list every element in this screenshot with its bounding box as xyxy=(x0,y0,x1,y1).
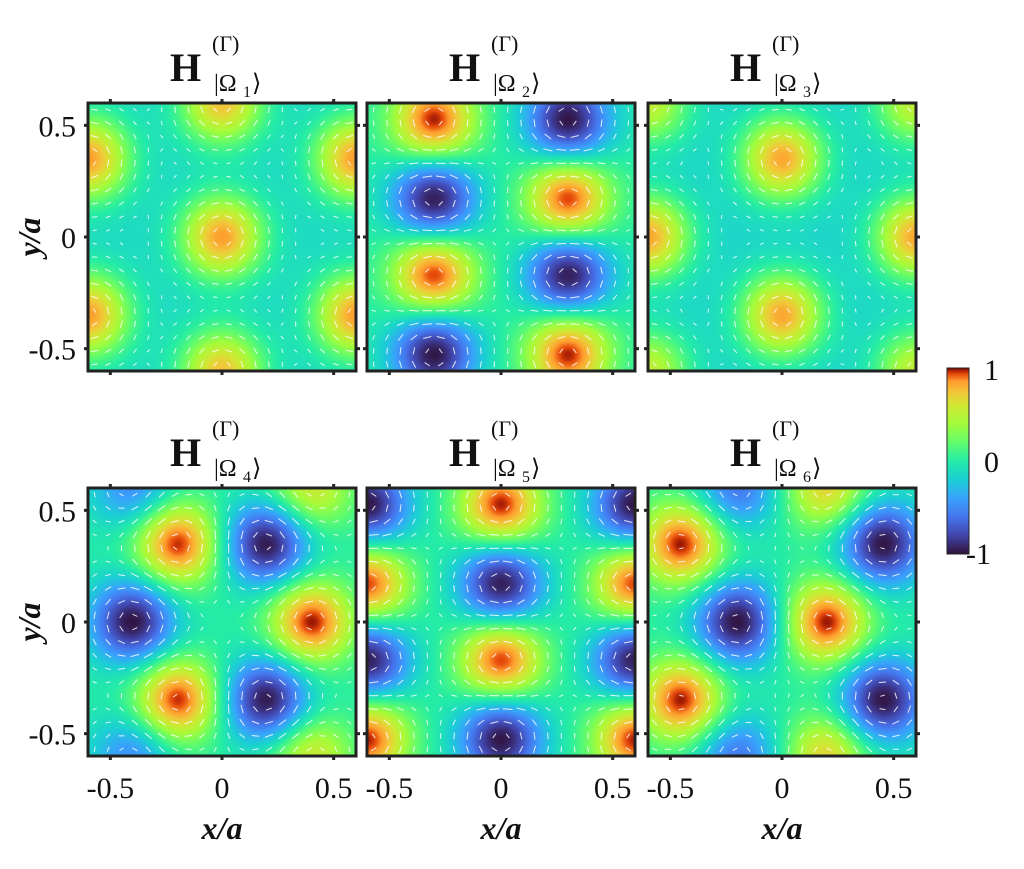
title-subscript: |Ω xyxy=(774,456,797,482)
panels-layer: H(Γ)|Ω 1 ⟩ H(Γ)|Ω 2 ⟩ H(Γ)|Ω 3 ⟩H(Γ)|Ω 4 ⟩ H(Γ)|Ω 5 ⟩… xyxy=(84,31,920,760)
title-symbol: H xyxy=(449,430,480,475)
field-vectors xyxy=(92,491,352,753)
y-tick-label: -0.5 xyxy=(29,334,77,367)
heatmap-image xyxy=(367,488,635,756)
field-panel-6: H (Γ) |Ω 6 ⟩ xyxy=(644,416,920,760)
field-vectors xyxy=(651,490,913,754)
title-symbol: H xyxy=(170,45,201,90)
title-subscript-close: ⟩ xyxy=(531,456,540,482)
colorbar-gradient xyxy=(946,367,970,555)
x-tick-label: 0.5 xyxy=(315,772,353,805)
title-subscript: |Ω xyxy=(493,71,516,97)
title-subscript: |Ω xyxy=(493,456,516,482)
colorbar: 1 0 -1 xyxy=(946,354,999,571)
x-tick-label: 0.5 xyxy=(875,772,913,805)
y-tick-label: 0 xyxy=(61,222,76,255)
y-axis-label: y/a xyxy=(11,602,47,645)
x-tick-label: -0.5 xyxy=(366,772,414,805)
panel-title: H (Γ) |Ω 1 ⟩ xyxy=(170,31,261,101)
field-vectors xyxy=(650,106,914,368)
title-subscript-close: ⟩ xyxy=(252,456,261,482)
y-tick-label: -0.5 xyxy=(29,719,77,752)
panel-title: H (Γ) |Ω 5 ⟩ xyxy=(449,416,540,486)
title-superscript: (Γ) xyxy=(772,31,799,56)
colorbar-tick-label: 0 xyxy=(984,446,999,479)
title-subscript-close: ⟩ xyxy=(531,71,540,97)
heatmap-image xyxy=(88,103,356,371)
title-subscript-close: ⟩ xyxy=(812,456,821,482)
title-superscript: (Γ) xyxy=(772,416,799,441)
title-subscript-index: 5 xyxy=(522,469,530,486)
field-panel-3: H (Γ) |Ω 3 ⟩ xyxy=(644,31,920,375)
title-subscript: |Ω xyxy=(214,456,237,482)
title-symbol: H xyxy=(449,45,480,90)
field-panel-1: H (Γ) |Ω 1 ⟩ xyxy=(84,31,360,375)
title-subscript-index: 6 xyxy=(803,469,811,486)
panel-title: H (Γ) |Ω 4 ⟩ xyxy=(170,416,261,486)
field-vectors xyxy=(371,105,631,369)
x-axis-label: x/a xyxy=(201,810,243,846)
title-superscript: (Γ) xyxy=(491,31,518,56)
title-subscript: |Ω xyxy=(214,71,237,97)
title-subscript-close: ⟩ xyxy=(812,71,821,97)
heatmap-image xyxy=(88,488,356,756)
x-tick-label: -0.5 xyxy=(647,772,695,805)
field-panel-5: H (Γ) |Ω 5 ⟩ xyxy=(363,416,639,760)
x-tick-label: -0.5 xyxy=(87,772,135,805)
panel-title: H (Γ) |Ω 6 ⟩ xyxy=(730,416,821,486)
x-tick-label: 0 xyxy=(775,772,790,805)
heatmap-image xyxy=(648,488,916,756)
colorbar-tick-label: -1 xyxy=(966,538,991,571)
heatmap-image xyxy=(648,103,916,371)
title-superscript: (Γ) xyxy=(212,416,239,441)
colorbar-tick-label: 1 xyxy=(984,354,999,387)
panel-title: H (Γ) |Ω 3 ⟩ xyxy=(730,31,821,101)
title-symbol: H xyxy=(730,45,761,90)
title-subscript-index: 1 xyxy=(243,84,251,101)
title-subscript-index: 3 xyxy=(803,84,811,101)
title-symbol: H xyxy=(730,430,761,475)
y-tick-label: 0.5 xyxy=(39,495,77,528)
x-tick-label: 0.5 xyxy=(594,772,632,805)
title-superscript: (Γ) xyxy=(491,416,518,441)
panel-title: H (Γ) |Ω 2 ⟩ xyxy=(449,31,540,101)
x-tick-label: 0 xyxy=(494,772,509,805)
title-superscript: (Γ) xyxy=(212,31,239,56)
y-tick-label: 0.5 xyxy=(39,110,77,143)
x-axis-label: x/a xyxy=(761,810,803,846)
field-panel-4: H (Γ) |Ω 4 ⟩ xyxy=(84,416,360,760)
field-vectors xyxy=(90,106,354,368)
field-vectors xyxy=(368,490,634,754)
title-subscript-index: 4 xyxy=(243,469,251,486)
y-tick-label: 0 xyxy=(61,607,76,640)
y-axis-label: y/a xyxy=(11,217,47,260)
axes-layer: 0.5 0 -0.5 y/a 0.5 0 -0.5 y/a -0.5 0 0.5 x/a -0.5 0 0.… xyxy=(11,110,912,846)
title-subscript-close: ⟩ xyxy=(252,71,261,97)
title-subscript: |Ω xyxy=(774,71,797,97)
field-panel-2: H (Γ) |Ω 2 ⟩ xyxy=(363,31,639,375)
title-symbol: H xyxy=(170,430,201,475)
x-tick-label: 0 xyxy=(215,772,230,805)
heatmap-image xyxy=(367,103,635,371)
title-subscript-index: 2 xyxy=(522,84,530,101)
x-axis-label: x/a xyxy=(480,810,522,846)
